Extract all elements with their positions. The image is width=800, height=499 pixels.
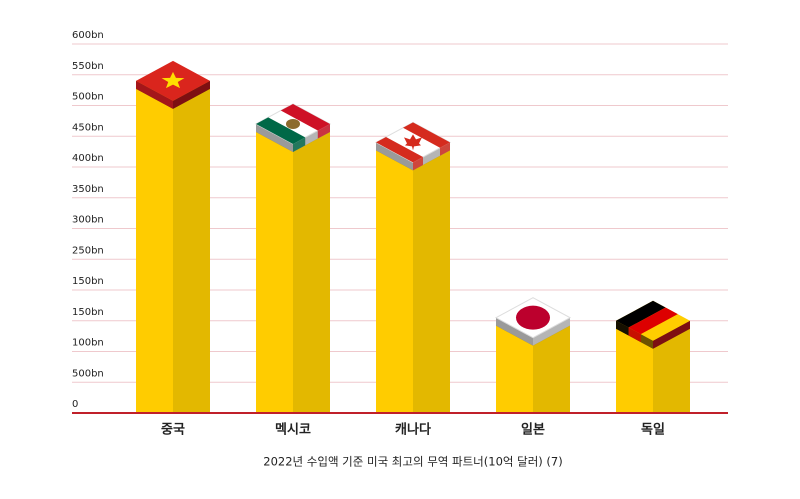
- y-tick-label: 500bn: [72, 92, 104, 103]
- x-tick-label: 멕시코: [275, 422, 311, 438]
- y-tick-label: 100bn: [72, 338, 104, 349]
- flag-stripe-edge: [440, 142, 450, 156]
- y-tick-label: 400bn: [72, 153, 104, 164]
- y-tick-label: 300bn: [72, 215, 104, 226]
- y-tick-label: 150bn: [72, 307, 104, 318]
- flag-sun: [516, 305, 550, 330]
- flag-stripe-edge: [317, 123, 330, 139]
- flag-edge: [173, 80, 210, 109]
- flag-emblem: [286, 118, 300, 129]
- flag-edge: [136, 80, 173, 109]
- bar-side: [173, 80, 210, 414]
- chart-caption: 2022년 수입액 기준 미국 최고의 무역 파트너(10억 달러) (7): [263, 455, 562, 469]
- flag-stripe: [403, 122, 450, 148]
- y-tick-label: 600bn: [72, 30, 104, 41]
- bar: [136, 80, 173, 414]
- x-tick-label: 일본: [521, 423, 545, 438]
- y-tick-label: 350bn: [72, 184, 104, 195]
- flag-stripe: [256, 117, 306, 144]
- flag-edge: [653, 320, 690, 349]
- flag-stripe-edge: [616, 320, 629, 336]
- flag-stripe-edge: [628, 327, 641, 343]
- bar: [256, 123, 293, 413]
- bar-side: [413, 142, 450, 413]
- bar-side: [293, 123, 330, 413]
- flag-stripe: [376, 137, 423, 163]
- y-tick-label: 0: [72, 399, 78, 410]
- flag-stripe: [616, 300, 666, 328]
- x-tick-label: 독일: [641, 423, 665, 438]
- flag-edge: [496, 317, 533, 346]
- x-tick-label: 캐나다: [395, 422, 431, 438]
- flag-star: [161, 71, 185, 89]
- y-tick-label: 250bn: [72, 245, 104, 256]
- flag-stripe: [628, 307, 678, 335]
- flag-edge: [376, 142, 413, 171]
- flag-stripe-edge: [413, 157, 423, 171]
- flag-edge: [533, 317, 570, 346]
- flag-leaf: [404, 134, 422, 151]
- flag-stripe-edge: [293, 137, 306, 152]
- flag-stripe: [280, 103, 330, 131]
- y-tick-label: 450bn: [72, 122, 104, 133]
- x-tick-label: 중국: [161, 423, 185, 438]
- y-tick-label: 150bn: [72, 276, 104, 287]
- flag-edge: [256, 123, 293, 152]
- y-tick-label: 550bn: [72, 61, 104, 72]
- bar: [376, 142, 413, 413]
- y-tick-label: 500bn: [72, 368, 104, 379]
